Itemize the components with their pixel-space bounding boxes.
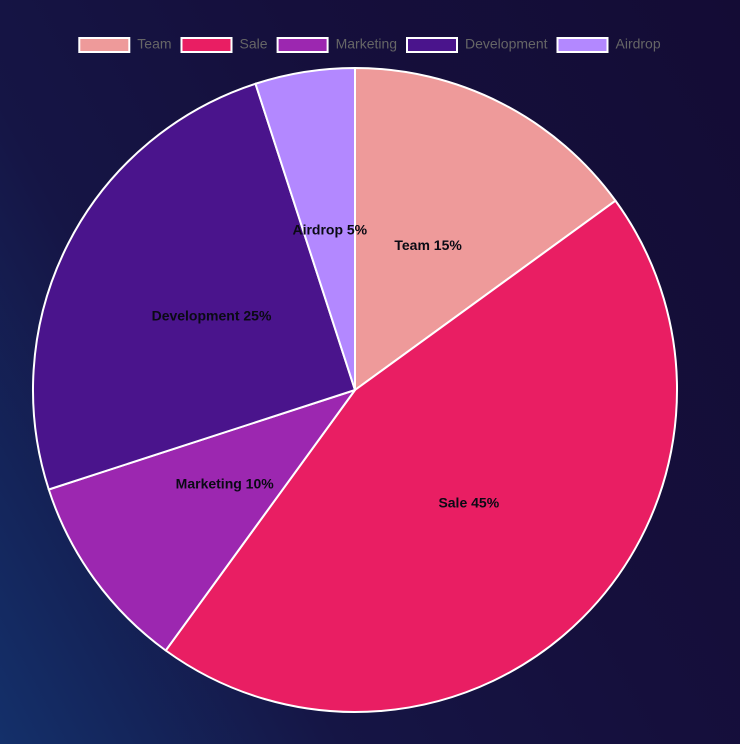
- pie-slice-development[interactable]: [32, 82, 356, 491]
- pie-slice-airdrop[interactable]: [254, 67, 356, 391]
- slice-label-airdrop: Airdrop 5%: [292, 222, 367, 238]
- pie-slice-sale[interactable]: [164, 199, 678, 713]
- pie-slice-labels: Team 15% Sale 45% Marketing 10% Development…: [152, 222, 500, 511]
- legend-item-development[interactable]: Development: [406, 36, 548, 53]
- pie-slice-team[interactable]: [354, 67, 617, 391]
- pie-slice-marketing[interactable]: [47, 389, 356, 652]
- legend-label-team: Team: [137, 36, 171, 52]
- legend-item-sale[interactable]: Sale: [180, 36, 268, 53]
- legend-label-sale: Sale: [240, 36, 268, 52]
- legend-label-airdrop: Airdrop: [616, 36, 661, 52]
- legend-label-marketing: Marketing: [336, 36, 397, 52]
- slice-label-development: Development 25%: [152, 308, 272, 324]
- legend-item-team[interactable]: Team: [78, 36, 172, 53]
- legend-swatch-airdrop: [556, 37, 609, 53]
- legend-swatch-marketing: [276, 37, 329, 53]
- legend-swatch-team: [78, 37, 131, 53]
- legend-item-airdrop[interactable]: Airdrop: [556, 36, 661, 53]
- legend-swatch-sale: [180, 37, 233, 53]
- slice-label-sale: Sale 45%: [438, 495, 499, 511]
- pie-slices: [32, 67, 678, 713]
- slice-label-marketing: Marketing 10%: [176, 475, 275, 491]
- chart-legend: Team Sale Marketing Development Airdrop: [78, 36, 661, 53]
- legend-item-marketing[interactable]: Marketing: [276, 36, 397, 53]
- legend-label-development: Development: [465, 36, 548, 52]
- slice-label-team: Team 15%: [394, 237, 462, 253]
- legend-swatch-development: [406, 37, 458, 53]
